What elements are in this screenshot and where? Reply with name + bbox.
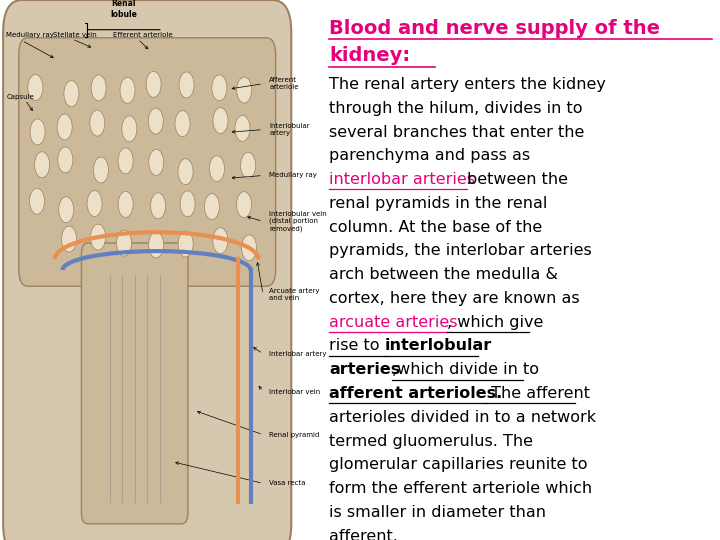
Circle shape: [146, 71, 161, 97]
Circle shape: [30, 188, 45, 214]
Circle shape: [90, 110, 105, 136]
Text: termed gluomerulus. The: termed gluomerulus. The: [330, 434, 534, 449]
Circle shape: [28, 75, 43, 100]
Circle shape: [179, 72, 194, 98]
Text: through the hilum, divides in to: through the hilum, divides in to: [330, 101, 583, 116]
Text: cortex, here they are known as: cortex, here they are known as: [330, 291, 580, 306]
Circle shape: [204, 194, 220, 220]
Circle shape: [148, 232, 163, 258]
Circle shape: [64, 80, 79, 106]
Text: Efferent arteriole: Efferent arteriole: [113, 32, 172, 38]
Text: Interlobular vein
(distal portion
removed): Interlobular vein (distal portion remove…: [269, 211, 327, 232]
Circle shape: [178, 231, 193, 257]
Text: Stellate vein: Stellate vein: [53, 32, 97, 38]
Text: glomerular capillaries reunite to: glomerular capillaries reunite to: [330, 457, 588, 472]
Circle shape: [213, 228, 228, 254]
Circle shape: [180, 191, 195, 217]
Text: is smaller in diameter than: is smaller in diameter than: [330, 505, 546, 520]
FancyBboxPatch shape: [81, 243, 188, 524]
Text: Medullary ray: Medullary ray: [6, 32, 54, 38]
Text: pyramids, the interlobar arteries: pyramids, the interlobar arteries: [330, 244, 593, 259]
Text: Interlobular
artery: Interlobular artery: [269, 123, 310, 136]
Circle shape: [122, 116, 137, 141]
Text: Arcuate artery
and vein: Arcuate artery and vein: [269, 288, 320, 301]
Text: between the: between the: [467, 172, 568, 187]
Text: Interlobar vein: Interlobar vein: [269, 388, 320, 395]
Text: form the efferent arteriole which: form the efferent arteriole which: [330, 481, 593, 496]
Circle shape: [87, 191, 102, 217]
Circle shape: [91, 75, 106, 101]
Text: arteries: arteries: [330, 362, 401, 377]
Text: ,which divide in to: ,which divide in to: [392, 362, 539, 377]
Text: parenchyma and pass as: parenchyma and pass as: [330, 148, 531, 164]
Text: arch between the medulla &: arch between the medulla &: [330, 267, 559, 282]
Circle shape: [178, 159, 193, 185]
Text: Medullary ray: Medullary ray: [269, 172, 318, 179]
Circle shape: [212, 75, 227, 101]
FancyBboxPatch shape: [3, 0, 292, 540]
Circle shape: [237, 77, 252, 103]
Circle shape: [117, 230, 132, 256]
Text: interlobular: interlobular: [384, 339, 492, 354]
Circle shape: [120, 77, 135, 103]
Circle shape: [240, 152, 256, 178]
Circle shape: [57, 114, 72, 140]
Text: Renal pyramid: Renal pyramid: [269, 431, 320, 438]
Text: arterioles divided in to a network: arterioles divided in to a network: [330, 410, 597, 425]
Text: Capsule: Capsule: [6, 94, 34, 100]
Text: several branches that enter the: several branches that enter the: [330, 125, 585, 140]
Text: The renal artery enters the kidney: The renal artery enters the kidney: [330, 77, 606, 92]
Circle shape: [150, 193, 166, 219]
Circle shape: [59, 197, 73, 222]
Text: The afferent: The afferent: [486, 386, 590, 401]
Circle shape: [175, 111, 190, 137]
Text: renal pyramids in the renal: renal pyramids in the renal: [330, 196, 548, 211]
Circle shape: [35, 152, 50, 178]
Circle shape: [241, 235, 256, 261]
Circle shape: [148, 108, 163, 134]
Circle shape: [210, 156, 225, 181]
Text: column. At the base of the: column. At the base of the: [330, 220, 543, 235]
Text: Afferent
arteriole: Afferent arteriole: [269, 77, 299, 90]
Circle shape: [213, 107, 228, 133]
Circle shape: [235, 116, 250, 141]
Circle shape: [118, 148, 133, 174]
Text: interlobar arteries: interlobar arteries: [330, 172, 480, 187]
FancyBboxPatch shape: [19, 38, 276, 286]
Circle shape: [58, 147, 73, 173]
Text: kidney:: kidney:: [330, 46, 410, 65]
Circle shape: [149, 150, 163, 176]
Circle shape: [91, 224, 106, 250]
Text: afferent.: afferent.: [330, 529, 398, 540]
Circle shape: [94, 157, 109, 183]
Circle shape: [30, 119, 45, 145]
Text: Renal
lobule: Renal lobule: [110, 0, 137, 19]
Text: afferent arterioles.: afferent arterioles.: [330, 386, 503, 401]
Text: Blood and nerve supply of the: Blood and nerve supply of the: [330, 19, 660, 38]
Text: , which give: , which give: [446, 315, 543, 330]
Text: arcuate arteries: arcuate arteries: [330, 315, 463, 330]
Text: rise to: rise to: [330, 339, 385, 354]
Circle shape: [61, 226, 76, 252]
Text: Vasa recta: Vasa recta: [269, 480, 306, 487]
Circle shape: [118, 192, 133, 218]
Circle shape: [237, 192, 251, 218]
Text: Interlobar artery: Interlobar artery: [269, 350, 327, 357]
